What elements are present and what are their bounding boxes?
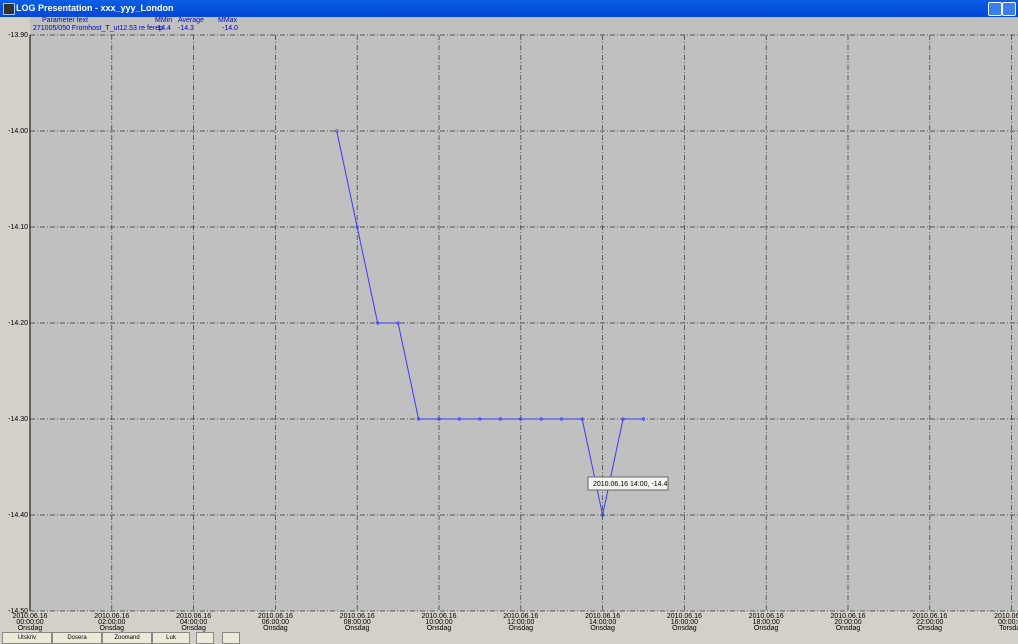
maximize-button[interactable] (1002, 2, 1016, 16)
x-tick-label: Onsdag (590, 625, 615, 632)
x-tick-label: 2010.06.16 (176, 613, 211, 620)
icon-button[interactable] (196, 632, 214, 644)
x-tick-label: Onsdag (263, 625, 288, 632)
button[interactable]: Luk (152, 632, 190, 644)
x-tick-label: 10:00:00 (425, 619, 452, 626)
data-point (437, 417, 441, 421)
data-point (335, 129, 339, 133)
legend-header: MMin (155, 17, 172, 24)
data-point (539, 417, 543, 421)
x-tick-label: 2010.06.16 (912, 613, 947, 620)
app-icon (3, 3, 15, 15)
x-tick-label: 14:00:00 (589, 619, 616, 626)
legend-area (30, 17, 1018, 35)
minimize-button[interactable] (988, 2, 1002, 16)
y-tick-label: -14.50 (8, 608, 28, 615)
data-point (478, 417, 482, 421)
window-title: LOG Presentation - xxx_yyy_London (16, 3, 174, 13)
series-line (336, 130, 644, 516)
data-point (498, 417, 502, 421)
button[interactable]: Dosera (52, 632, 102, 644)
x-tick-label: 2010.06.16 (258, 613, 293, 620)
data-point (519, 417, 523, 421)
tooltip-text: 2010.06.16 14:00, -14.4 (593, 481, 667, 488)
x-tick-label: Onsdag (918, 625, 943, 632)
marks (335, 129, 646, 517)
x-tick-label: 2010.06.16 (340, 613, 375, 620)
x-tick-label: 12:00:00 (507, 619, 534, 626)
data-point (580, 417, 584, 421)
data-point (355, 225, 359, 229)
x-tick-label: Onsdag (836, 625, 861, 632)
data-point (641, 417, 646, 421)
x-tick-label: 02:00:00 (98, 619, 125, 626)
data-point (396, 321, 400, 325)
data-point (416, 417, 421, 421)
legend-cell: -14.0 (222, 25, 238, 32)
legend-cell: -14.3 (178, 25, 194, 32)
legend-header: MMax (218, 17, 238, 24)
tooltip-box (587, 476, 669, 491)
x-tick-label: 2010.06.16 (94, 613, 129, 620)
x-tick-label: 2010.06.16 (830, 613, 865, 620)
x-tick-label: 20:00:00 (834, 619, 861, 626)
y-tick-label: -14.30 (8, 416, 28, 423)
button[interactable]: Utskriv (2, 632, 52, 644)
data-point (457, 417, 462, 421)
legend-cell: -14.4 (155, 25, 171, 32)
x-tick-label: 2010.06.16 (421, 613, 456, 620)
x-tick-label: 18:00:00 (753, 619, 780, 626)
x-tick-label: Onsdag (100, 625, 125, 632)
x-tick-label: Onsdag (18, 625, 43, 632)
x-tick-label: 2010.06.16 (585, 613, 620, 620)
x-tick-label: 22:00:00 (916, 619, 943, 626)
x-tick-label: 16:00:00 (671, 619, 698, 626)
y-tick-label: -14.10 (8, 224, 28, 231)
x-tick-label: Onsdag (509, 625, 534, 632)
x-tick-label: 2010.06.16 (12, 613, 47, 620)
x-tick-label: 04:00:00 (180, 619, 207, 626)
data-point (621, 417, 625, 421)
title-bar: LOG Presentation - xxx_yyy_London (0, 0, 1018, 17)
icon-button[interactable] (222, 632, 240, 644)
x-tick-label: Onsdag (672, 625, 697, 632)
x-tick-label: 06:00:00 (262, 619, 289, 626)
x-tick-label: 00:00:00 (998, 619, 1018, 626)
y-tick-label: -14.40 (8, 512, 28, 519)
x-tick-label: Onsdag (754, 625, 779, 632)
data-point (600, 513, 605, 517)
x-tick-label: 2010.06.17 (994, 613, 1018, 620)
legend-header: Average (178, 17, 204, 24)
x-tick-label: 2010.06.16 (749, 613, 784, 620)
x-tick-label: 00:00:00 (16, 619, 43, 626)
data-point (560, 417, 564, 421)
y-tick-label: -13.90 (8, 32, 28, 39)
y-tick-label: -14.20 (8, 320, 28, 327)
legend-cell: 271005/050 Fromhost_T_ut12.53 re ferep (33, 25, 163, 32)
x-tick-label: Onsdag (345, 625, 370, 632)
x-tick-label: Onsdag (181, 625, 206, 632)
x-tick-label: 2010.06.16 (503, 613, 538, 620)
data-point (376, 321, 380, 325)
x-tick-label: 2010.06.16 (667, 613, 702, 620)
legend-header: Parameter text (42, 17, 88, 24)
y-tick-label: -14.00 (8, 128, 28, 135)
x-tick-label: 08:00:00 (344, 619, 371, 626)
x-tick-label: Torsdag (999, 625, 1018, 632)
button[interactable]: Zoomand (102, 632, 152, 644)
x-tick-label: Onsdag (427, 625, 452, 632)
